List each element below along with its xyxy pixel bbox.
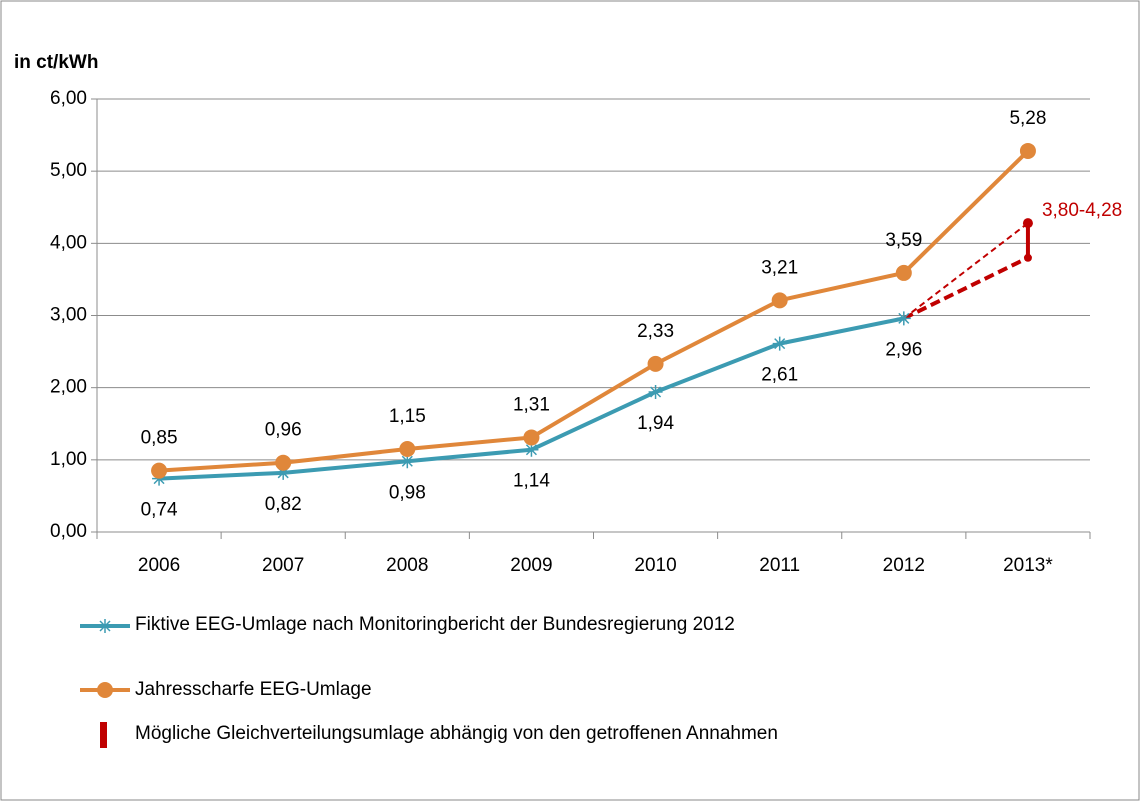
legend-text: Jahresscharfe EEG-Umlage — [135, 679, 372, 700]
data-label: 1,15 — [389, 406, 426, 427]
x-tick-label: 2010 — [634, 555, 676, 576]
x-tick-label: 2006 — [138, 555, 180, 576]
range-label: 3,80-4,28 — [1042, 200, 1122, 221]
marker — [896, 311, 911, 326]
data-label: 3,21 — [761, 257, 798, 278]
data-label: 0,85 — [141, 428, 178, 449]
data-label: 1,94 — [637, 413, 674, 434]
data-label: 2,61 — [761, 365, 798, 386]
data-label: 0,96 — [265, 420, 302, 441]
marker — [1019, 142, 1036, 159]
data-label: 0,74 — [141, 500, 178, 521]
marker — [648, 384, 663, 399]
data-label: 2,33 — [637, 321, 674, 342]
legend-text: Fiktive EEG-Umlage nach Monitoringberich… — [135, 614, 735, 635]
marker — [400, 454, 415, 469]
range-dot — [1022, 218, 1033, 229]
legend-marker — [98, 619, 112, 633]
marker — [895, 264, 912, 281]
range-dash — [903, 222, 1029, 320]
marker — [276, 465, 291, 480]
marker — [647, 355, 664, 372]
range-dot — [1023, 253, 1032, 262]
marker — [399, 441, 416, 458]
data-label: 3,59 — [885, 230, 922, 251]
marker — [275, 454, 292, 471]
marker — [772, 336, 787, 351]
x-tick-label: 2007 — [262, 555, 304, 576]
y-tick-label: 2,00 — [50, 377, 87, 398]
x-tick-label: 2011 — [759, 555, 800, 576]
marker — [524, 442, 539, 457]
y-axis-label: in ct/kWh — [14, 52, 98, 73]
series-line — [158, 149, 1030, 473]
data-label: 5,28 — [1009, 108, 1046, 129]
data-label: 0,82 — [265, 494, 302, 515]
marker — [771, 292, 788, 309]
marker — [523, 429, 540, 446]
x-tick-label: 2009 — [510, 555, 552, 576]
y-tick-label: 6,00 — [50, 88, 87, 109]
y-tick-label: 4,00 — [50, 232, 87, 253]
x-tick-label: 2013* — [1003, 555, 1053, 576]
range-dash — [902, 255, 1029, 321]
legend-marker — [97, 682, 113, 698]
y-tick-label: 0,00 — [50, 521, 87, 542]
data-label: 1,31 — [513, 394, 550, 415]
legend-marker — [100, 722, 107, 748]
y-tick-label: 5,00 — [50, 160, 87, 181]
legend-text: Mögliche Gleichverteilungsumlage abhängi… — [135, 723, 778, 744]
y-tick-label: 1,00 — [50, 449, 87, 470]
marker — [151, 462, 168, 479]
data-label: 1,14 — [513, 471, 550, 492]
data-label: 2,96 — [885, 339, 922, 360]
y-tick-label: 3,00 — [50, 305, 87, 326]
x-tick-label: 2012 — [883, 555, 925, 576]
data-label: 0,98 — [389, 482, 426, 503]
x-tick-label: 2008 — [386, 555, 428, 576]
